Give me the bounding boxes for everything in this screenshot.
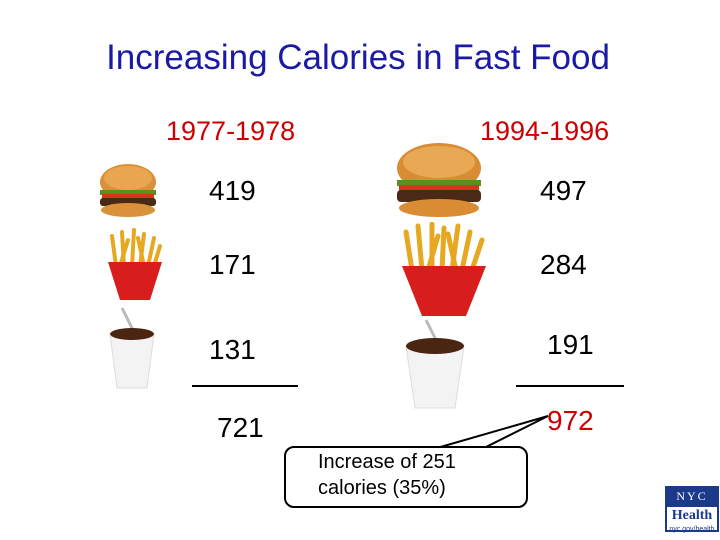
fries-icon — [402, 222, 486, 316]
calories-drink-1977: 131 — [209, 334, 256, 365]
period-heading-1977: 1977-1978 — [166, 116, 296, 146]
calories-fries-1994: 284 — [540, 249, 587, 280]
total-calories-1977: 721 — [217, 412, 264, 443]
period-heading-1994: 1994-1996 — [480, 116, 610, 146]
logo-top-band — [667, 488, 717, 507]
soda-cup-icon — [109, 307, 155, 389]
burger-icon — [100, 164, 156, 217]
logo-nyc-text: NYC — [676, 489, 708, 503]
soda-cup-icon — [405, 319, 465, 409]
logo-health-text: Health — [671, 508, 713, 523]
increase-callout — [284, 446, 528, 508]
callout-line-1: Increase of 251 — [318, 451, 456, 473]
sum-rule-1977 — [192, 385, 298, 387]
burger-icon — [397, 143, 481, 217]
increase-callout-text: Increase of 251 calories (35%) — [318, 449, 456, 501]
calories-burger-1994: 497 — [540, 175, 587, 206]
calories-fries-1977: 171 — [209, 249, 256, 280]
fries-icon — [108, 228, 162, 300]
logo-url-text: nyc.gov/health — [669, 526, 715, 533]
calories-burger-1977: 419 — [209, 175, 256, 206]
sum-rule-1994 — [516, 385, 624, 387]
calories-drink-1994: 191 — [547, 329, 594, 360]
callout-line-2: calories (35%) — [318, 477, 446, 499]
total-calories-1994: 972 — [547, 405, 594, 436]
slide-title: Increasing Calories in Fast Food — [106, 38, 610, 77]
